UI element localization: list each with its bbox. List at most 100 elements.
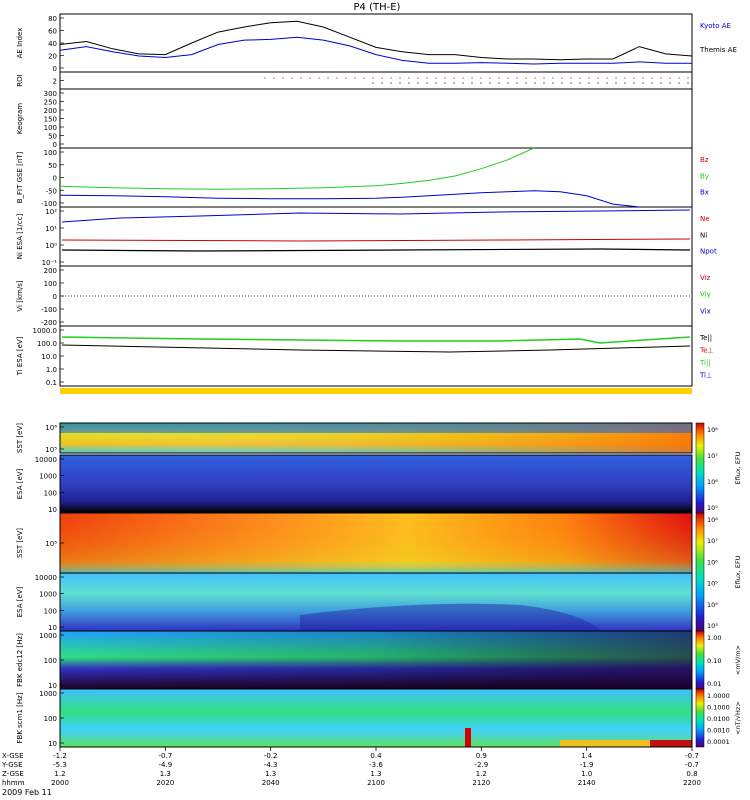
- spec3-colorbar-tick: 10⁸: [707, 516, 718, 524]
- ephemeris-value: 1.4: [581, 752, 593, 760]
- velocity-ytick-label: 200: [44, 267, 57, 275]
- roi-flag-dot: [399, 77, 401, 79]
- spec6-image: [60, 689, 692, 747]
- ae-legend-1: Themis AE: [699, 46, 737, 54]
- ae-ylabel: AE Index: [16, 28, 24, 59]
- spec6-event-marker: [465, 728, 471, 747]
- roi-flag-dot: [336, 77, 338, 79]
- roi-flag-dot: [660, 82, 662, 84]
- keogram-ytick-label: 250: [44, 99, 57, 107]
- roi-flag-dot: [561, 77, 563, 79]
- roi-flag-dot: [615, 77, 617, 79]
- data-marks: [59, 20, 693, 353]
- ephemeris-value: 1.3: [265, 770, 276, 778]
- velocity-legend-1: Viy: [700, 291, 711, 299]
- spec3-colorbar-tick: 10⁵: [707, 580, 718, 588]
- ephemeris-row-label-0: X-GSE: [2, 752, 24, 760]
- colorbar-spec3-4: [695, 512, 705, 632]
- spec3-ylabel: SST [eV]: [16, 528, 24, 558]
- roi-flag-dot: [444, 82, 446, 84]
- roi-flag-dot: [651, 77, 653, 79]
- keogram-ylabel: Keogram: [16, 103, 24, 134]
- roi-flag-dot: [687, 82, 689, 84]
- density-ne-trace: [61, 238, 691, 242]
- bfield-series-bx: [59, 190, 640, 208]
- roi-flag-dot: [561, 82, 563, 84]
- temperature-ti-trace: [61, 336, 691, 344]
- ephemeris-value: 2140: [578, 779, 596, 787]
- density-ylabel: Ni ESA [1/cc]: [16, 214, 24, 260]
- roi-flag-dot: [642, 82, 644, 84]
- spec6-bottom-band: [560, 740, 692, 747]
- bfield-legend-1: By: [700, 172, 709, 180]
- roi-flag-dot: [534, 82, 536, 84]
- roi-flag-dot: [327, 77, 329, 79]
- spec1-strip: [60, 394, 692, 398]
- bfield-ytick-label: 100: [44, 149, 57, 157]
- roi-flag-dot: [489, 77, 491, 79]
- keogram-panel-frame: [59, 88, 693, 149]
- ae-ytick-label: 60: [48, 28, 57, 36]
- keogram-ytick-label: 300: [44, 90, 57, 98]
- roi-flag-dot: [291, 77, 293, 79]
- spec1-top-band: [60, 423, 692, 433]
- roi-flag-dot: [588, 77, 590, 79]
- spec5-colorbar-label: <mV/m>: [734, 645, 742, 675]
- keogram-ytick-label: 100: [44, 124, 57, 132]
- roi-flag-dot: [309, 77, 311, 79]
- roi-flag-dot: [318, 77, 320, 79]
- roi-flag-dot: [624, 82, 626, 84]
- roi-flag-dot: [273, 77, 275, 79]
- bfield-legend-0: Bz: [700, 156, 709, 164]
- ephemeris-value: -0.7: [685, 752, 699, 760]
- colorbar-spec1-2: [695, 422, 705, 514]
- roi-flag-dot: [372, 82, 374, 84]
- roi-flag-dot: [678, 82, 680, 84]
- bfield-ylabel: B_FIT GSE [nT]: [16, 151, 24, 203]
- ephemeris-value: 1.2: [54, 770, 65, 778]
- spec2-ytick-label: 10: [48, 506, 57, 514]
- roi-flag-dot: [444, 77, 446, 79]
- spec6-colorbar-tick: 0.0100: [707, 715, 730, 723]
- roi-flag-dot: [669, 82, 671, 84]
- spec1-colorbar-tick: 10⁸: [707, 426, 718, 434]
- spec1-ytick-label: 10⁶: [45, 424, 57, 432]
- bfield-ytick-label: 50: [48, 162, 57, 170]
- roi-flag-dot: [462, 77, 464, 79]
- ephemeris-value: -1.2: [53, 752, 67, 760]
- spec3-colorbar-tick: 10⁶: [707, 558, 718, 566]
- spec3-colorbar-label: Eflux, EFU: [734, 555, 742, 588]
- temperature-ytick-label: 100.0: [37, 340, 57, 348]
- ephemeris-value: 2100: [367, 779, 385, 787]
- spec1-frame: [59, 422, 693, 454]
- spec5-colorbar-tick: 0.01: [707, 680, 721, 688]
- velocity-panel-frame: [59, 265, 693, 327]
- spectrograms: [60, 388, 692, 747]
- temperature-ytick-label: 10.0: [41, 353, 57, 361]
- keogram-ytick-label: 200: [44, 107, 57, 115]
- spec1-colorbar-label: Eflux, EFU: [734, 451, 742, 484]
- ephemeris-value: -5.3: [53, 761, 67, 769]
- colorbar-spec5: [695, 630, 705, 690]
- colorbar-ticks: 10⁸ 10⁷ 10⁶ 10⁵ Eflux, EFU 10⁸ 10⁷ 10⁶ 10⁵ 10⁴ 10³…: [707, 426, 742, 746]
- roi-flag-dot: [426, 77, 428, 79]
- ephemeris-value: -0.7: [158, 752, 172, 760]
- spec6-ytick-label: 1000: [39, 690, 57, 698]
- roi-flag-dot: [606, 82, 608, 84]
- legends: Kyoto AE Themis AE Bz By Bx Ne Ni Npot Viz Viy Vix…: [699, 22, 737, 380]
- roi-flag-dot: [597, 77, 599, 79]
- spec1-colorbar-tick: 10⁶: [707, 478, 718, 486]
- roi-flag-dot: [417, 82, 419, 84]
- roi-flag-dot: [462, 82, 464, 84]
- velocity-legend-0: Viz: [700, 274, 711, 282]
- roi-flag-dot: [345, 77, 347, 79]
- ephemeris-row-label-2: Z-GSE: [2, 770, 24, 778]
- roi-flag-dot: [516, 77, 518, 79]
- bfield-series-by: [59, 147, 535, 190]
- bfield-ytick-label: -50: [46, 187, 57, 195]
- roi-flag-dot: [624, 77, 626, 79]
- velocity-ylabel: Vi [km/s]: [16, 280, 24, 311]
- roi-flag-dot: [426, 82, 428, 84]
- ephemeris-value: -4.3: [264, 761, 278, 769]
